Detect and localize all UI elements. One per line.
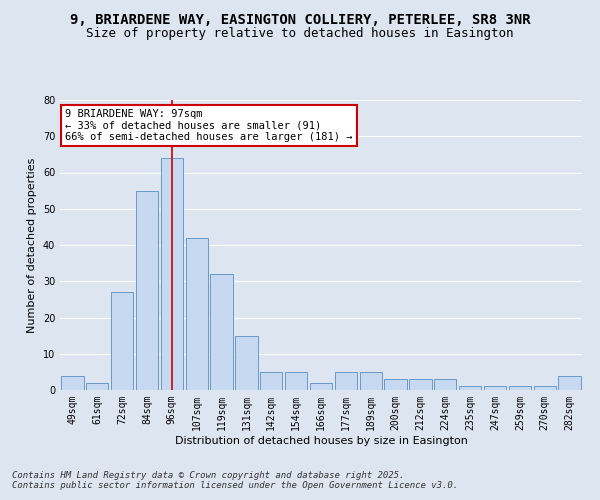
Bar bbox=[185, 238, 208, 390]
Text: Size of property relative to detached houses in Easington: Size of property relative to detached ho… bbox=[86, 28, 514, 40]
Bar bbox=[484, 386, 506, 390]
Bar bbox=[359, 372, 382, 390]
Bar bbox=[161, 158, 183, 390]
Bar bbox=[86, 383, 109, 390]
Bar bbox=[61, 376, 83, 390]
Bar bbox=[260, 372, 283, 390]
Bar bbox=[335, 372, 357, 390]
Bar bbox=[310, 383, 332, 390]
Bar bbox=[559, 376, 581, 390]
Bar bbox=[235, 336, 257, 390]
Bar bbox=[459, 386, 481, 390]
Bar bbox=[136, 190, 158, 390]
Bar bbox=[111, 292, 133, 390]
Y-axis label: Number of detached properties: Number of detached properties bbox=[27, 158, 37, 332]
Text: 9 BRIARDENE WAY: 97sqm
← 33% of detached houses are smaller (91)
66% of semi-det: 9 BRIARDENE WAY: 97sqm ← 33% of detached… bbox=[65, 108, 353, 142]
Bar bbox=[385, 379, 407, 390]
Text: 9, BRIARDENE WAY, EASINGTON COLLIERY, PETERLEE, SR8 3NR: 9, BRIARDENE WAY, EASINGTON COLLIERY, PE… bbox=[70, 12, 530, 26]
Text: Contains HM Land Registry data © Crown copyright and database right 2025.
Contai: Contains HM Land Registry data © Crown c… bbox=[12, 470, 458, 490]
Bar bbox=[211, 274, 233, 390]
Bar bbox=[409, 379, 431, 390]
Bar bbox=[509, 386, 531, 390]
Bar bbox=[434, 379, 457, 390]
Bar bbox=[285, 372, 307, 390]
X-axis label: Distribution of detached houses by size in Easington: Distribution of detached houses by size … bbox=[175, 436, 467, 446]
Bar bbox=[533, 386, 556, 390]
